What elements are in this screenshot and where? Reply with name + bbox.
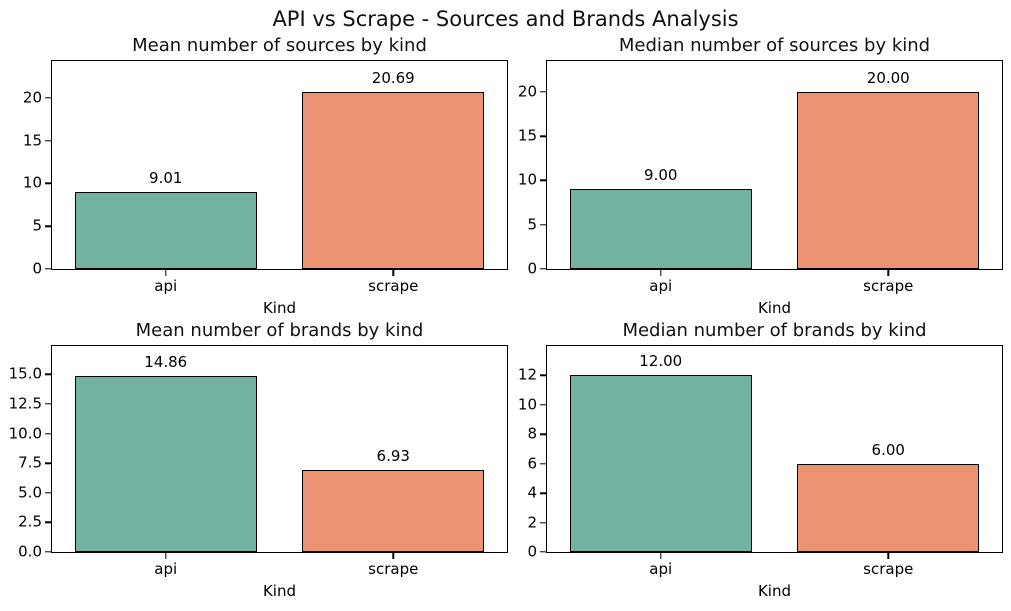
bar-api <box>569 375 752 552</box>
bar-value-label: 12.00 <box>639 352 683 371</box>
bar-value-label: 20.00 <box>866 68 910 87</box>
y-tick-mark <box>45 492 51 494</box>
y-tick-mark <box>45 139 51 142</box>
y-tick-mark <box>540 224 546 226</box>
y-tick-label: 10.0 <box>8 424 42 443</box>
x-axis-label: Kind <box>757 299 792 317</box>
y-tick-label: 0 <box>527 259 537 278</box>
y-tick-label: 20 <box>517 82 537 101</box>
subplot-title: Mean number of sources by kind <box>132 35 427 56</box>
y-tick-label: 7.5 <box>18 453 42 472</box>
bar-value-label: 14.86 <box>144 353 188 372</box>
y-tick-label: 12 <box>517 365 537 384</box>
y-tick-label: 2.5 <box>18 512 42 531</box>
y-tick-mark <box>540 433 546 435</box>
y-tick-mark <box>540 492 546 494</box>
bar-api <box>74 376 257 552</box>
y-tick-mark <box>45 551 51 553</box>
x-axis-label: Kind <box>262 299 297 317</box>
x-tick-mark <box>392 553 394 559</box>
x-tick-label-api: api <box>649 277 673 295</box>
x-tick-label-scrape: scrape <box>368 277 419 295</box>
subplot-title: Median number of sources by kind <box>618 35 931 56</box>
x-tick-mark <box>165 270 167 276</box>
x-tick-label-scrape: scrape <box>863 277 914 295</box>
x-tick-label-api: api <box>154 277 178 295</box>
bar-value-label: 20.69 <box>371 68 415 87</box>
y-tick-label: 12.5 <box>8 394 42 413</box>
bar-api <box>569 189 752 269</box>
subplot-title: Mean number of brands by kind <box>135 320 424 341</box>
y-tick-mark <box>540 551 546 553</box>
x-axis-label: Kind <box>757 582 792 600</box>
y-tick-mark <box>540 404 546 406</box>
y-tick-label: 5.0 <box>18 483 42 502</box>
y-tick-mark <box>45 373 51 376</box>
x-tick-mark <box>392 270 394 276</box>
y-tick-label: 15 <box>517 126 537 145</box>
y-tick-label: 20 <box>22 88 42 107</box>
plot-area: 0 5 10 15 20 9.00 api 20.00 scrape Kind <box>518 60 1003 316</box>
bar-value-label: 6.00 <box>871 440 905 459</box>
bar-scrape <box>302 91 485 269</box>
x-tick-mark <box>887 270 889 276</box>
y-tick-label: 4 <box>527 483 537 502</box>
y-tick-mark <box>45 97 51 99</box>
x-tick-mark <box>660 270 662 276</box>
y-tick-mark <box>45 521 51 524</box>
x-tick-label-api: api <box>649 560 673 578</box>
y-tick-mark <box>45 268 51 270</box>
y-tick-mark <box>540 91 546 93</box>
y-tick-label: 0 <box>32 259 42 278</box>
bar-scrape <box>302 469 485 552</box>
y-tick-label: 5 <box>527 215 537 234</box>
y-tick-mark <box>540 268 546 270</box>
y-tick-label: 0.0 <box>18 542 42 561</box>
plot-area: 0 2 4 6 8 10 12 12.00 api 6.00 scrape Kind <box>518 345 1003 599</box>
y-tick-mark <box>45 432 51 435</box>
x-axis-label: Kind <box>262 582 297 600</box>
x-tick-mark <box>887 553 889 559</box>
x-tick-label-scrape: scrape <box>368 560 419 578</box>
y-tick-label: 0 <box>527 542 537 561</box>
subplot-title: Median number of brands by kind <box>622 320 927 341</box>
bar-api <box>74 191 257 269</box>
bar-scrape <box>797 463 980 552</box>
x-tick-mark <box>660 553 662 559</box>
y-tick-mark <box>45 182 51 185</box>
y-tick-mark <box>540 135 546 137</box>
y-tick-label: 6 <box>527 454 537 473</box>
x-tick-mark <box>165 553 167 559</box>
plot-area: 0.0 2.5 5.0 7.5 10.0 12.5 15.0 14.86 api 6.93 scra… <box>9 345 508 599</box>
y-tick-mark <box>540 521 546 524</box>
y-tick-mark <box>45 462 51 464</box>
y-tick-label: 8 <box>527 424 537 443</box>
bar-value-label: 9.00 <box>644 166 678 185</box>
y-tick-mark <box>45 225 51 227</box>
y-tick-label: 15.0 <box>8 364 42 383</box>
plot-area: 0 5 10 15 20 9.01 api 20.69 scrape Kind <box>23 60 508 316</box>
y-tick-label: 10 <box>22 173 42 192</box>
y-tick-mark <box>45 403 51 405</box>
y-tick-label: 10 <box>517 170 537 189</box>
y-tick-label: 5 <box>32 216 42 235</box>
x-tick-label-scrape: scrape <box>863 560 914 578</box>
y-tick-mark <box>540 179 546 182</box>
bar-scrape <box>797 91 980 269</box>
x-tick-label-api: api <box>154 560 178 578</box>
y-tick-mark <box>540 463 546 465</box>
y-tick-label: 15 <box>22 131 42 150</box>
y-tick-mark <box>540 374 546 377</box>
y-tick-label: 10 <box>517 395 537 414</box>
bar-value-label: 6.93 <box>376 446 410 465</box>
figure-title: API vs Scrape - Sources and Brands Analy… <box>272 7 739 31</box>
bar-value-label: 9.01 <box>149 168 183 187</box>
y-tick-label: 2 <box>527 513 537 532</box>
